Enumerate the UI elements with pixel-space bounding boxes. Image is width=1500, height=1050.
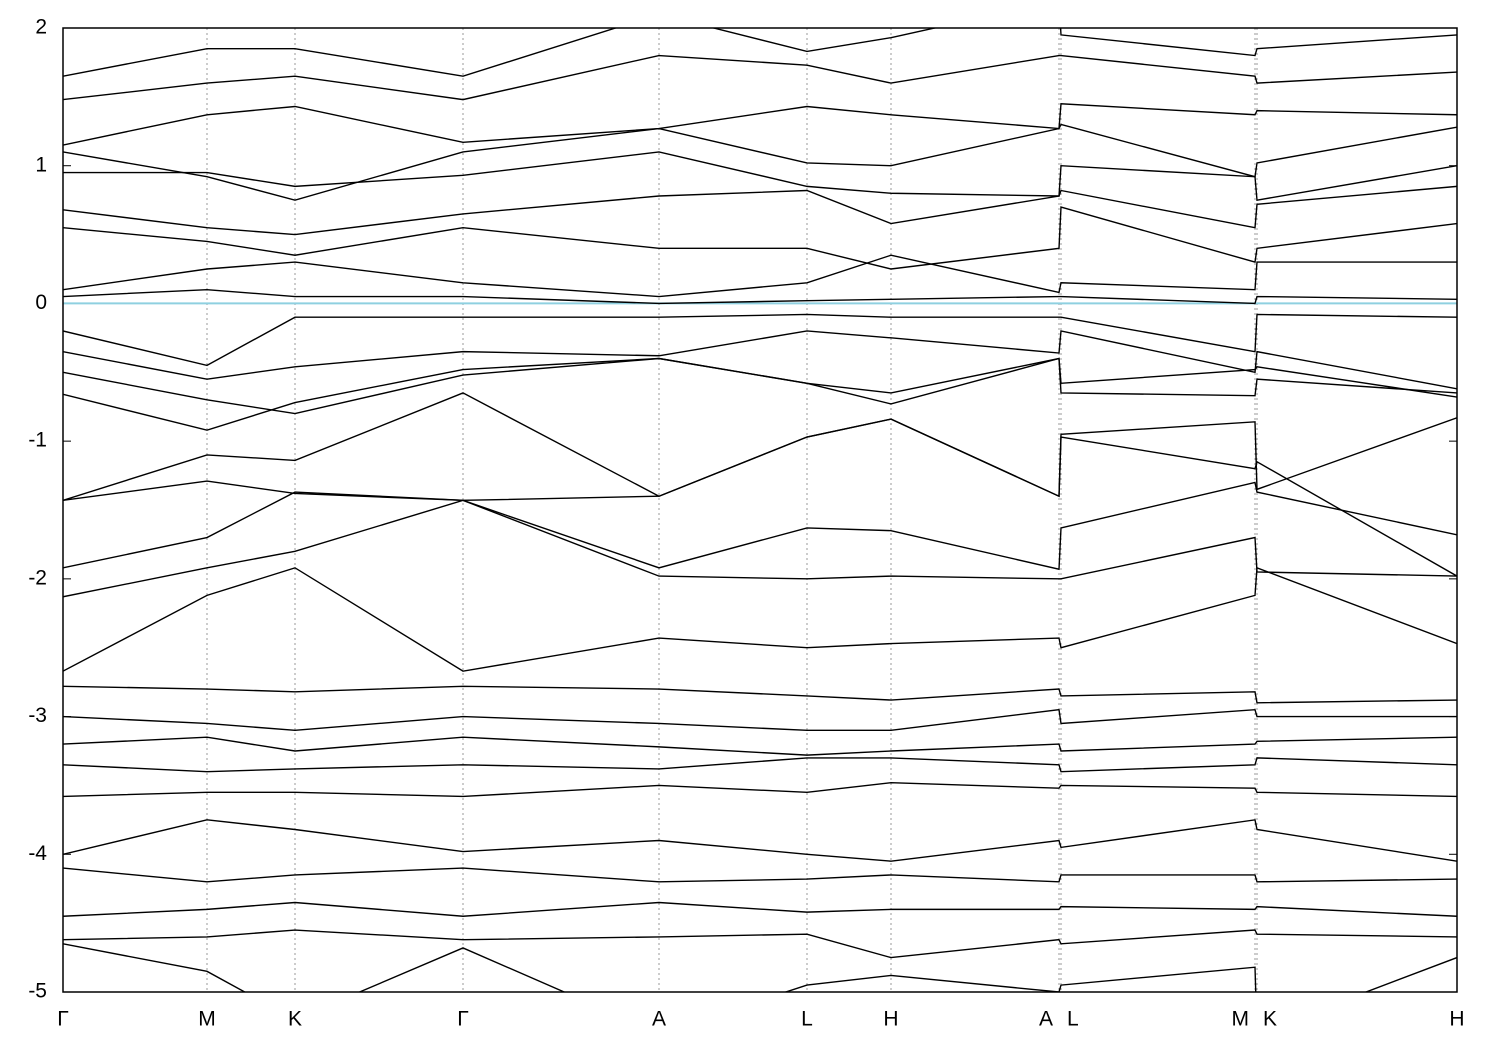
band-line	[63, 929, 1457, 959]
x-tick-label: M	[198, 1008, 216, 1031]
x-tick-label: Γ	[457, 1008, 469, 1031]
x-tick-label: L	[801, 1008, 813, 1031]
band-line	[63, 708, 1457, 732]
x-tick-label: A	[1039, 1008, 1053, 1031]
band-line	[63, 499, 1457, 598]
band-line	[63, 288, 1457, 305]
band-line	[63, 481, 1457, 571]
band-line	[63, 867, 1457, 883]
y-tick-label: 0	[35, 291, 47, 314]
band-line	[63, 28, 1457, 77]
x-tick-label: A	[652, 1008, 666, 1031]
y-tick-label: -5	[28, 980, 47, 1003]
x-tick-label: L	[1067, 1008, 1079, 1031]
plot-frame	[62, 27, 1458, 993]
band-line	[63, 392, 1457, 502]
band-line	[63, 685, 1457, 704]
x-tick-label: M	[1232, 1008, 1250, 1031]
band-line	[63, 757, 1457, 773]
y-tick-label: 1	[35, 153, 47, 176]
band-line	[63, 357, 1457, 431]
y-tick-label: -2	[28, 566, 47, 589]
band-line	[63, 819, 1457, 862]
band-line	[63, 357, 1457, 415]
x-tick-label: H	[1449, 1008, 1464, 1031]
y-tick-label: -4	[28, 842, 47, 865]
x-tick-label: H	[883, 1008, 898, 1031]
band-line	[63, 123, 1457, 201]
x-tick-label: K	[1263, 1008, 1277, 1031]
band-line	[63, 206, 1457, 270]
band-line	[63, 781, 1457, 798]
y-tick-label: -3	[28, 704, 47, 727]
band-line	[63, 943, 1457, 992]
band-line	[63, 185, 1457, 236]
band-line	[63, 418, 1457, 577]
x-tick-label: K	[288, 1008, 302, 1031]
band-line	[63, 901, 1457, 917]
band-line	[63, 566, 1457, 672]
band-line	[63, 330, 1457, 390]
band-line	[63, 736, 1457, 756]
y-tick-label: 2	[35, 16, 47, 39]
band-line	[63, 313, 1457, 367]
band-line	[63, 151, 1457, 201]
x-tick-label: Γ	[57, 1008, 69, 1031]
y-tick-label: -1	[28, 429, 47, 452]
bands	[63, 28, 1457, 992]
band-line	[63, 54, 1457, 101]
band-line	[63, 254, 1457, 298]
grid	[62, 27, 1458, 993]
band-line	[63, 103, 1457, 146]
